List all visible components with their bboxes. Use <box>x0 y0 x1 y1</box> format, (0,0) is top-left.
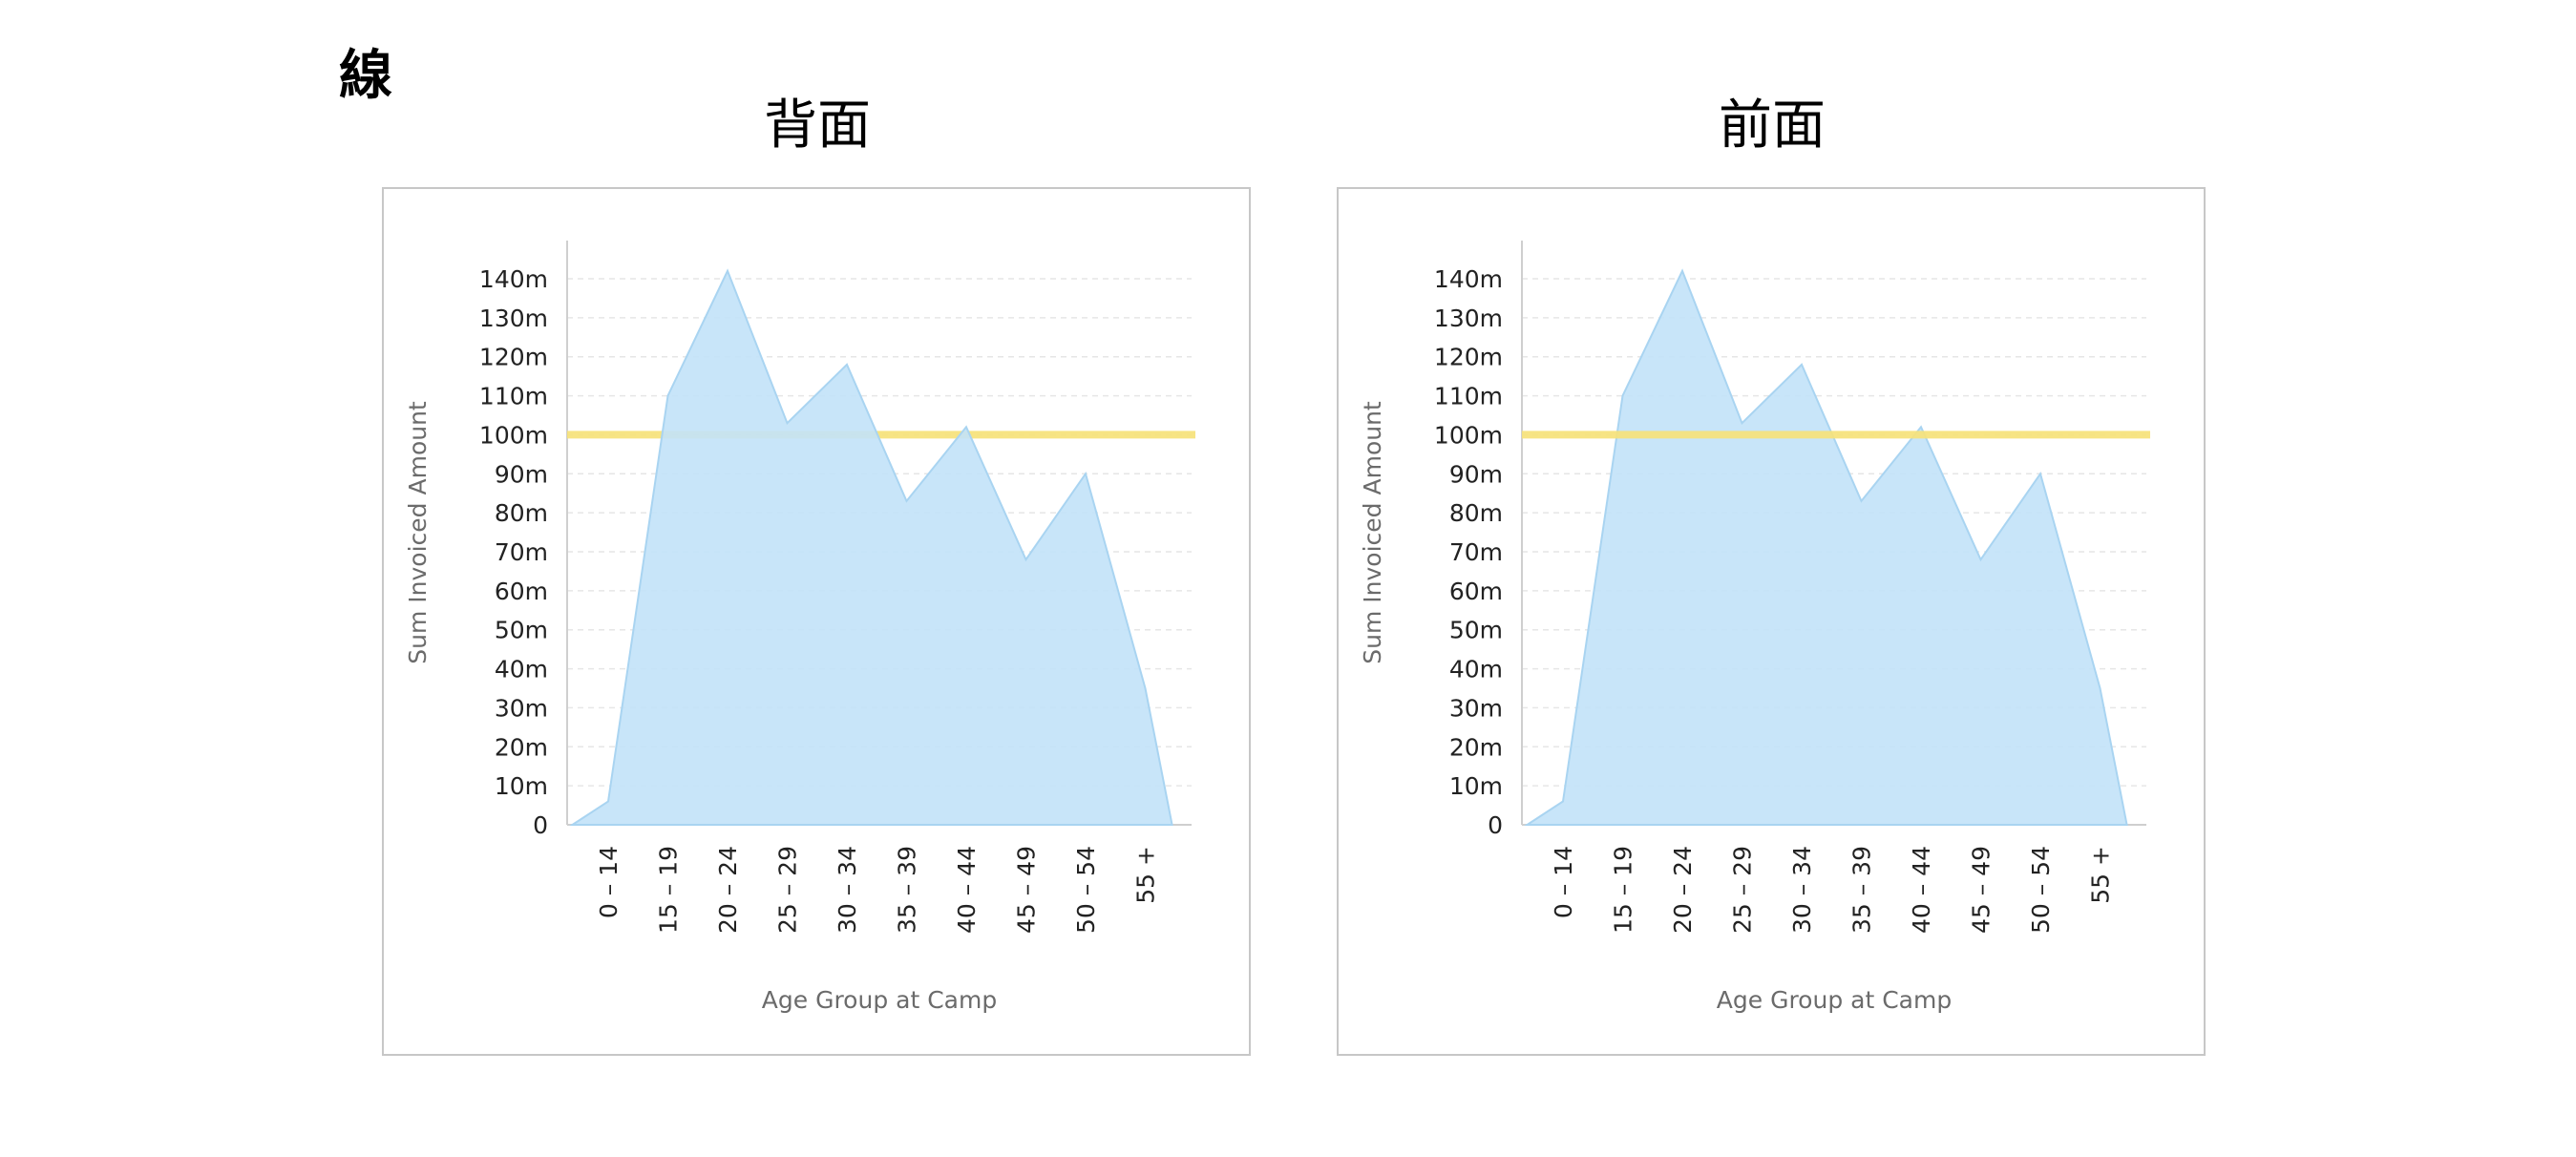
y-tick-label: 120m <box>1434 344 1503 371</box>
y-tick-label: 0 <box>533 811 548 839</box>
chart-panel-front: 0 10m 20m 30m 40m 50m 60m 70m 80m 90m 100m 110m 120m… <box>1337 187 2206 1056</box>
y-tick-label: 70m <box>495 538 548 566</box>
y-tick-label: 130m <box>1434 305 1503 332</box>
x-tick-label: 15 – 19 <box>655 846 683 934</box>
x-tick-label: 25 – 29 <box>1729 846 1757 934</box>
chart-title-front: 前面 <box>1719 95 1826 157</box>
y-tick-label: 100m <box>479 421 548 449</box>
x-tick-label: 45 – 49 <box>1013 846 1041 934</box>
y-tick-label: 60m <box>495 578 548 605</box>
y-tick-label: 40m <box>495 656 548 684</box>
x-tick-label: 55 + <box>2087 846 2115 904</box>
y-tick-label: 0 <box>1488 811 1503 839</box>
x-tick-label: 40 – 44 <box>953 846 981 934</box>
x-tick-label: 0 – 14 <box>595 846 623 918</box>
y-tick-label: 50m <box>1449 617 1503 644</box>
x-tick-label: 50 – 54 <box>1072 846 1100 934</box>
y-tick-label: 110m <box>1434 383 1503 410</box>
y-tick-label: 110m <box>479 383 548 410</box>
x-tick-label: 30 – 34 <box>1788 846 1816 934</box>
y-tick-label: 40m <box>1449 656 1503 684</box>
y-tick-label: 60m <box>1449 578 1503 605</box>
x-tick-label: 25 – 29 <box>774 846 802 934</box>
y-tick-label: 20m <box>495 733 548 761</box>
section-title: 線 <box>339 45 392 107</box>
y-tick-label: 70m <box>1449 538 1503 566</box>
y-tick-label: 30m <box>495 694 548 722</box>
y-tick-label: 90m <box>495 460 548 488</box>
y-tick-label: 140m <box>1434 265 1503 293</box>
x-tick-label: 55 + <box>1132 846 1160 904</box>
y-tick-label: 20m <box>1449 733 1503 761</box>
y-tick-label: 30m <box>1449 694 1503 722</box>
x-tick-label: 40 – 44 <box>1908 846 1935 934</box>
x-tick-label: 30 – 34 <box>834 846 861 934</box>
y-tick-label: 80m <box>1449 499 1503 527</box>
area-series <box>1524 268 2128 826</box>
y-tick-label: 130m <box>479 305 548 332</box>
x-tick-label: 35 – 39 <box>1848 846 1876 934</box>
x-axis-title: Age Group at Camp <box>762 986 997 1014</box>
y-tick-label: 10m <box>495 772 548 800</box>
x-tick-label: 50 – 54 <box>2027 846 2055 934</box>
chart-title-back: 背面 <box>764 95 871 157</box>
x-axis-title: Age Group at Camp <box>1717 986 1952 1014</box>
area-chart-front: 0 10m 20m 30m 40m 50m 60m 70m 80m 90m 100m 110m 120m… <box>1359 241 2150 1014</box>
x-tick-label: 35 – 39 <box>894 846 921 934</box>
x-tick-label: 0 – 14 <box>1550 846 1577 918</box>
x-tick-label: 20 – 24 <box>714 846 742 934</box>
y-tick-label: 90m <box>1449 460 1503 488</box>
y-tick-label: 120m <box>479 344 548 371</box>
x-tick-label: 20 – 24 <box>1669 846 1697 934</box>
x-tick-label: 15 – 19 <box>1610 846 1637 934</box>
y-tick-label: 50m <box>495 617 548 644</box>
y-axis-title: Sum Invoiced Amount <box>404 401 432 664</box>
y-axis-title: Sum Invoiced Amount <box>1359 401 1386 664</box>
chart-panel-back: 0 10m 20m 30m 40m 50m 60m 70m 80m 90m 100m 110m 120m… <box>382 187 1251 1056</box>
x-tick-label: 45 – 49 <box>1968 846 1995 934</box>
y-tick-label: 80m <box>495 499 548 527</box>
area-series <box>569 268 1173 826</box>
y-tick-label: 10m <box>1449 772 1503 800</box>
area-chart-back: 0 10m 20m 30m 40m 50m 60m 70m 80m 90m 100m 110m 120m… <box>404 241 1195 1014</box>
y-tick-label: 100m <box>1434 421 1503 449</box>
y-tick-label: 140m <box>479 265 548 293</box>
